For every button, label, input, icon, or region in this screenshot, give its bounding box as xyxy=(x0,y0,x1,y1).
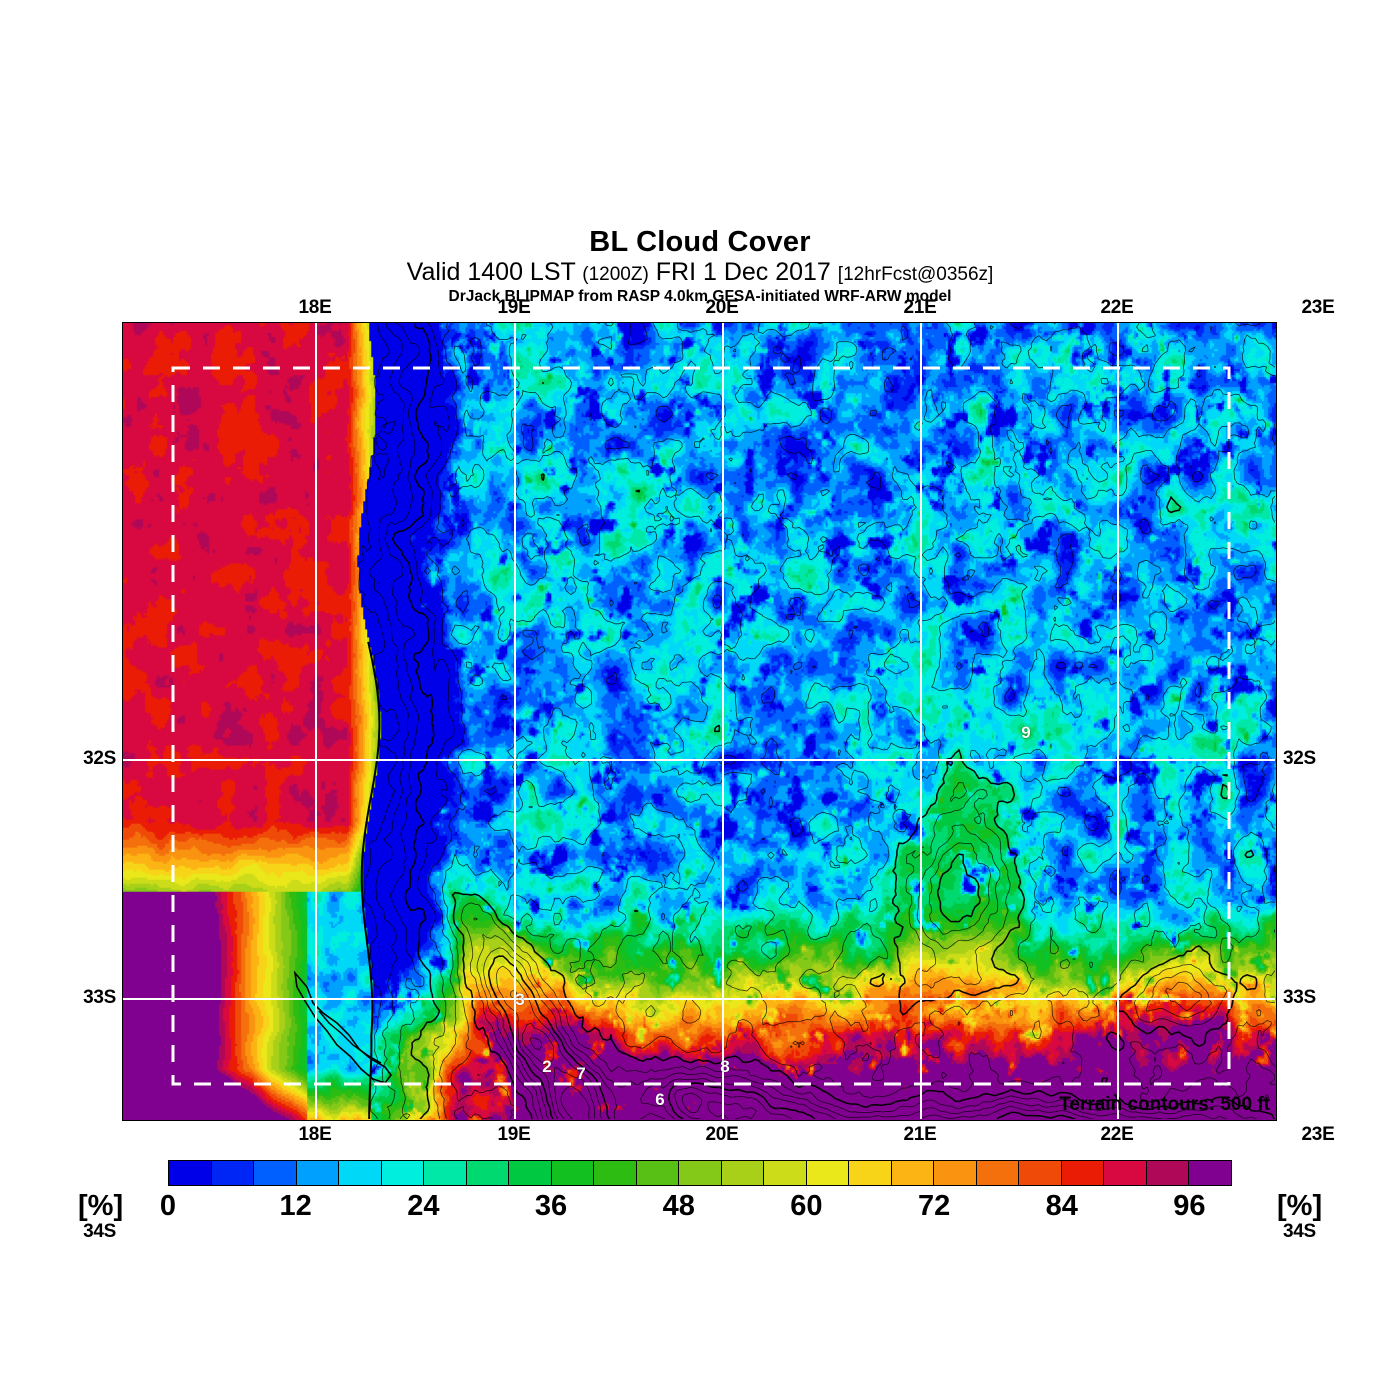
colorbar-swatch-8 xyxy=(509,1161,552,1185)
colorbar-swatch-24 xyxy=(1189,1161,1231,1185)
lon-tick-21E: 21E xyxy=(903,1124,937,1145)
waypoint-9[interactable]: 9 xyxy=(1021,723,1031,742)
colorbar-unit-left: [%] xyxy=(78,1190,124,1222)
colorbar-swatch-7 xyxy=(466,1161,510,1185)
colorbar-swatch-4 xyxy=(339,1161,382,1185)
colorbar-swatch-17 xyxy=(891,1161,935,1185)
lon-tick-20E: 20E xyxy=(705,1124,739,1145)
model-source-line: DrJack BLIPMAP from RASP 4.0km GFSA-init… xyxy=(448,288,952,305)
waypoint-3[interactable]: 3 xyxy=(515,990,525,1009)
colorbar-swatch-23 xyxy=(1146,1161,1190,1185)
colorbar-swatch-2 xyxy=(254,1161,297,1185)
colorbar-swatch-19 xyxy=(976,1161,1020,1185)
forecast-map[interactable]: 93278614105 Terrain contours: 500 ft xyxy=(122,322,1277,1121)
cloud-cover-raster xyxy=(123,323,1276,1120)
valid-prefix: Valid 1400 LST xyxy=(406,258,576,286)
lon-tick-18E: 18E xyxy=(298,297,332,318)
colorbar-swatch-18 xyxy=(934,1161,977,1185)
colorbar-swatch-6 xyxy=(424,1161,467,1185)
lon-tick-22E: 22E xyxy=(1100,1124,1134,1145)
colorbar-swatch-0 xyxy=(169,1161,212,1185)
colorbar-swatch-15 xyxy=(806,1161,850,1185)
colorbar-swatch-20 xyxy=(1019,1161,1062,1185)
colorbar-swatch-1 xyxy=(211,1161,255,1185)
lon-tick-22E: 22E xyxy=(1100,297,1134,318)
lat-tick-left-33S: 33S xyxy=(83,987,116,1008)
colorbar-swatch-22 xyxy=(1104,1161,1147,1185)
lat-tick-right-34S: 34S xyxy=(1283,1221,1316,1242)
terrain-contour-note: Terrain contours: 500 ft xyxy=(1059,1094,1270,1115)
colorbar-swatch-16 xyxy=(849,1161,892,1185)
colorbar[interactable] xyxy=(168,1160,1232,1186)
colorbar-swatch-10 xyxy=(594,1161,637,1185)
colorbar-tick-0: 0 xyxy=(159,1190,177,1222)
title-block: BL Cloud Cover Valid 1400 LST (1200Z) FR… xyxy=(0,228,1400,306)
lon-tick-23E: 23E xyxy=(1301,1124,1335,1145)
colorbar-tick-60: 60 xyxy=(790,1190,823,1222)
page-title: BL Cloud Cover xyxy=(589,226,811,258)
valid-time-line: Valid 1400 LST (1200Z) FRI 1 Dec 2017 [1… xyxy=(0,258,1400,286)
lon-tick-18E: 18E xyxy=(298,1124,332,1145)
lat-tick-right-33S: 33S xyxy=(1283,987,1316,1008)
lon-tick-21E: 21E xyxy=(903,297,937,318)
lon-tick-23E: 23E xyxy=(1301,297,1335,318)
colorbar-tick-84: 84 xyxy=(1045,1190,1078,1222)
colorbar-tick-96: 96 xyxy=(1173,1190,1206,1222)
lat-tick-left-32S: 32S xyxy=(83,748,116,769)
colorbar-swatch-12 xyxy=(679,1161,722,1185)
colorbar-tick-24: 24 xyxy=(407,1190,440,1222)
colorbar-swatch-3 xyxy=(296,1161,340,1185)
valid-date: FRI 1 Dec 2017 xyxy=(655,258,831,286)
colorbar-tick-12: 12 xyxy=(279,1190,312,1222)
waypoint-7[interactable]: 7 xyxy=(576,1064,586,1083)
lon-tick-19E: 19E xyxy=(497,297,531,318)
colorbar-swatch-14 xyxy=(764,1161,807,1185)
waypoint-6[interactable]: 6 xyxy=(655,1090,665,1109)
waypoint-2[interactable]: 2 xyxy=(542,1057,552,1076)
waypoint-8[interactable]: 8 xyxy=(720,1057,730,1076)
colorbar-swatch-13 xyxy=(721,1161,765,1185)
colorbar-unit-right: [%] xyxy=(1277,1190,1323,1222)
lat-tick-right-32S: 32S xyxy=(1283,748,1316,769)
colorbar-swatch-11 xyxy=(636,1161,680,1185)
colorbar-swatch-21 xyxy=(1061,1161,1105,1185)
colorbar-tick-48: 48 xyxy=(662,1190,695,1222)
colorbar-tick-36: 36 xyxy=(534,1190,568,1222)
lat-tick-left-34S: 34S xyxy=(83,1221,116,1242)
lon-tick-20E: 20E xyxy=(705,297,739,318)
valid-z: (1200Z) xyxy=(582,264,649,285)
colorbar-tick-72: 72 xyxy=(917,1190,951,1222)
colorbar-swatch-5 xyxy=(381,1161,425,1185)
lon-tick-19E: 19E xyxy=(497,1124,531,1145)
forecast-tag: [12hrFcst@0356z] xyxy=(837,264,994,285)
colorbar-swatch-9 xyxy=(551,1161,595,1185)
